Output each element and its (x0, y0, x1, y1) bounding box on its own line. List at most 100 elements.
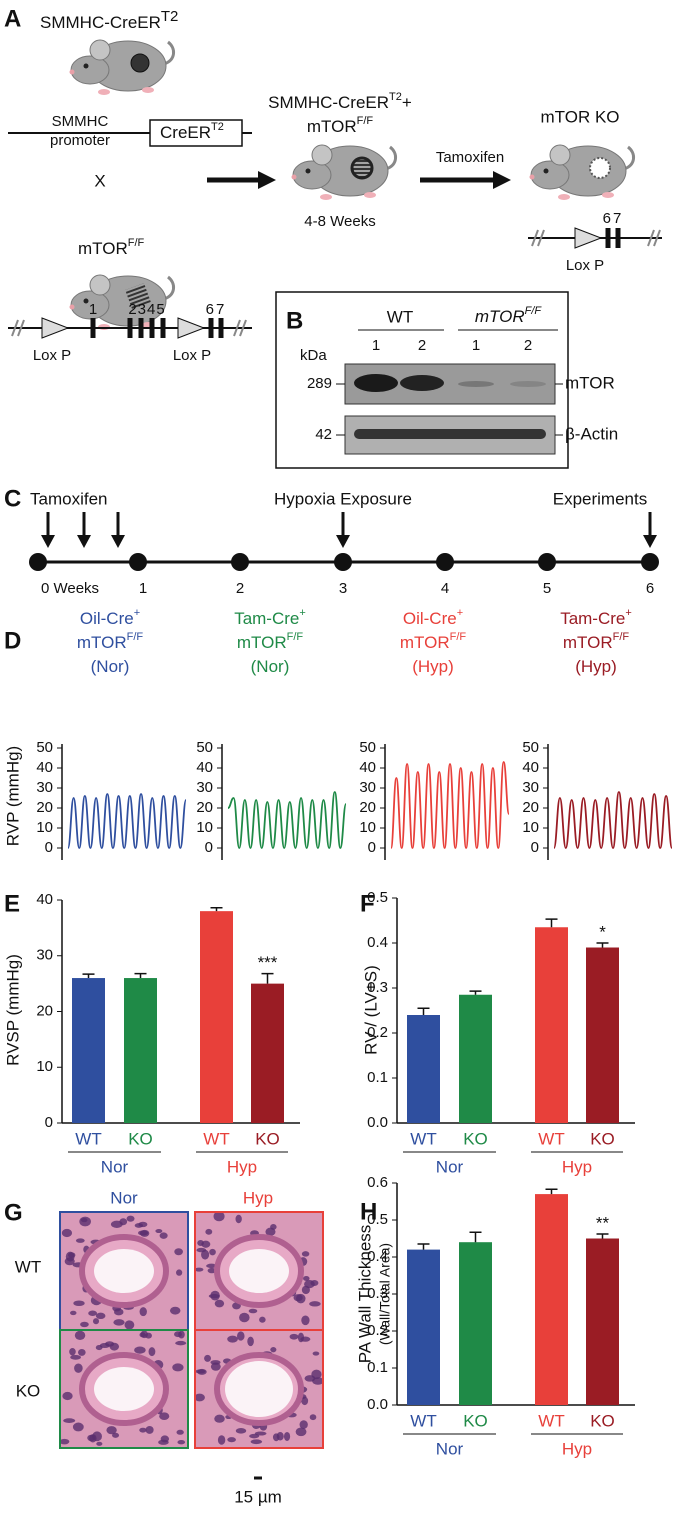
nucleus (175, 1340, 187, 1346)
panel-label: F (360, 890, 375, 917)
sup: T2 (211, 121, 224, 133)
trace-title: (Hyp) (412, 657, 454, 676)
sup: T2 (389, 91, 402, 103)
nucleus (196, 1247, 207, 1253)
y-tick-label: 40 (522, 759, 539, 776)
y-tick-label: 10 (36, 819, 53, 836)
nucleus (309, 1414, 317, 1421)
x-tick-label: KO (463, 1129, 488, 1148)
nucleus (301, 1396, 309, 1406)
marker: 289 (307, 375, 332, 392)
nucleus (113, 1319, 125, 1326)
nucleus (139, 1427, 147, 1433)
significance: ** (596, 1214, 610, 1233)
pressure-trace (67, 793, 187, 849)
sup: + (134, 607, 140, 619)
nucleus (92, 1431, 102, 1442)
trace-title: Oil-Cre+ (80, 607, 140, 629)
sup: F/F (128, 237, 145, 249)
text: (Hyp) (412, 657, 454, 676)
y-tick-label: 0 (531, 839, 539, 856)
nucleus (310, 1280, 319, 1287)
nucleus (297, 1332, 305, 1343)
y-tick-label: 0 (368, 839, 376, 856)
nucleus (312, 1351, 320, 1356)
panel-label: D (4, 627, 21, 654)
nucleus (92, 1318, 100, 1325)
bar (535, 1194, 568, 1405)
column-label: Nor (110, 1188, 138, 1207)
error-bar (545, 918, 558, 928)
text: (Nor) (91, 657, 130, 676)
y-tick-label: 10 (359, 819, 376, 836)
nucleus (209, 1248, 216, 1256)
y-tick-label: 0.5 (367, 1211, 388, 1228)
nucleus (74, 1330, 86, 1341)
panel-g: G Nor Hyp WT KO 15 µm (4, 1188, 324, 1506)
nucleus (110, 1220, 123, 1228)
nucleus (70, 1354, 81, 1360)
nucleus (214, 1299, 225, 1308)
y-tick-label: 20 (522, 799, 539, 816)
nucleus (96, 1441, 103, 1446)
nucleus (239, 1312, 250, 1323)
nucleus (160, 1435, 170, 1443)
y-tick-label: 10 (36, 1058, 53, 1075)
strain-name: SMMHC-CreERT2 (40, 8, 178, 33)
y-tick-label: 50 (196, 739, 213, 756)
nucleus (210, 1362, 221, 1371)
significance: *** (258, 953, 278, 972)
panel-a: A SMMHC-CreERT2 CreERT2 SMMHC promoter X… (4, 5, 662, 364)
time-label: 3 (339, 580, 347, 597)
column-label: Hyp (243, 1188, 273, 1207)
time-label: 6 (646, 580, 654, 597)
arrows (46, 512, 652, 538)
panel-label: A (4, 5, 21, 32)
nucleus (75, 1238, 85, 1243)
patch (589, 157, 611, 179)
image-border (194, 1329, 324, 1449)
lumen (94, 1249, 154, 1293)
text: Oil-Cre (403, 609, 457, 628)
y-tick-label: 0.2 (367, 1322, 388, 1339)
trace-title: (Nor) (91, 657, 130, 676)
text: mTOR (78, 239, 128, 258)
marker: 42 (315, 426, 332, 443)
nucleus (283, 1431, 291, 1441)
nucleus (210, 1360, 221, 1365)
bar (200, 911, 233, 1123)
nucleus (227, 1335, 238, 1343)
band (354, 374, 398, 392)
loxp-label: Lox P (566, 257, 604, 274)
lane: 2 (524, 337, 532, 354)
y-tick-label: 20 (36, 799, 53, 816)
nucleus (73, 1300, 85, 1307)
nucleus (207, 1267, 217, 1274)
sup: F/F (127, 631, 144, 643)
trace-title: Oil-Cre+ (403, 607, 463, 629)
nucleus (63, 1418, 76, 1423)
arrow-heads (41, 535, 657, 548)
loxp (41, 317, 70, 339)
y-tick-label: 0.2 (367, 1024, 388, 1041)
lumen (229, 1249, 289, 1293)
lumen (225, 1361, 293, 1417)
band (458, 381, 494, 387)
loxp (574, 227, 603, 249)
nucleus (250, 1439, 263, 1445)
pressure-trace (553, 791, 673, 849)
nucleus (113, 1308, 124, 1316)
x-tick-label: KO (463, 1411, 488, 1430)
nucleus (296, 1293, 306, 1304)
strain-name: mTORF/F (78, 237, 145, 259)
y-tick-label: 20 (36, 1002, 53, 1019)
nucleus (174, 1248, 183, 1256)
y-axis-label: RV / (LV+S) (361, 965, 380, 1055)
band (510, 381, 546, 387)
text: mTOR (475, 307, 525, 326)
error-bar (469, 990, 482, 995)
nucleus (301, 1251, 310, 1257)
nucleus (155, 1229, 163, 1234)
bar (124, 978, 157, 1123)
bar (459, 994, 492, 1123)
